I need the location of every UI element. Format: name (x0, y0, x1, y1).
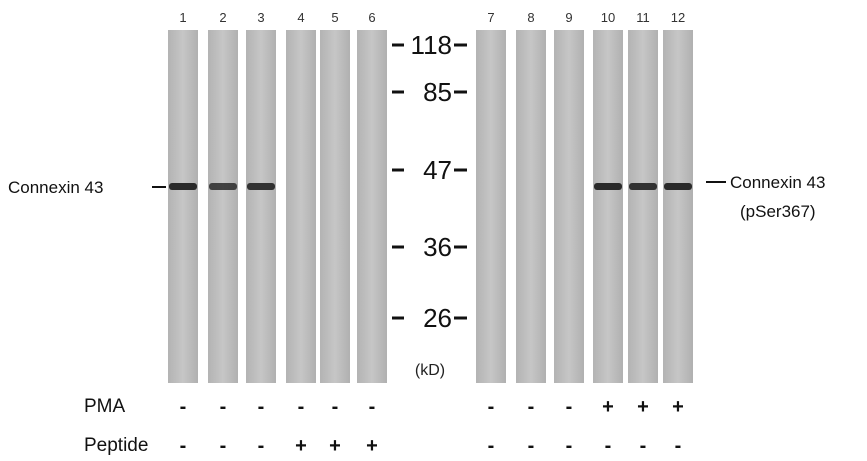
lane-4 (286, 30, 316, 383)
lane-12 (663, 30, 693, 383)
band-lane-2 (209, 183, 237, 190)
peptide-sign-lane-4: + (295, 435, 307, 457)
mw-markers: 118 85 47 36 26 (392, 30, 467, 333)
peptide-sign-lane-6: + (366, 435, 378, 457)
pma-sign-lane-1: - (180, 396, 187, 418)
lane-3 (246, 30, 276, 383)
pma-sign-lane-3: - (258, 396, 265, 418)
band-lane-11 (629, 183, 657, 190)
peptide-sign-lane-8: - (528, 435, 535, 457)
lane-number-5: 5 (331, 10, 338, 25)
lane-number-9: 9 (565, 10, 572, 25)
peptide-row-label: Peptide (84, 435, 148, 456)
blot-lanes (168, 30, 693, 383)
peptide-sign-lane-10: - (605, 435, 612, 457)
lane-11 (628, 30, 658, 383)
band-lane-10 (594, 183, 622, 190)
pma-sign-lane-7: - (488, 396, 495, 418)
lane-number-7: 7 (487, 10, 494, 25)
peptide-sign-lane-7: - (488, 435, 495, 457)
kd-unit-label: (kD) (415, 362, 445, 379)
lane-8 (516, 30, 546, 383)
lane-number-6: 6 (368, 10, 375, 25)
marker-label-36: 36 (423, 232, 452, 262)
lane-number-10: 10 (601, 10, 615, 25)
pma-sign-lane-12: + (672, 396, 684, 418)
right-band-sublabel: (pSer367) (740, 202, 816, 221)
lane-9 (554, 30, 584, 383)
lane-numbers: 1 2 3 4 5 6 7 8 9 10 11 12 (179, 10, 685, 25)
pma-sign-lane-9: - (566, 396, 573, 418)
lane-number-12: 12 (671, 10, 685, 25)
lane-number-11: 11 (636, 10, 650, 25)
pma-sign-lane-4: - (298, 396, 305, 418)
lane-number-3: 3 (257, 10, 264, 25)
pma-sign-lane-6: - (369, 396, 376, 418)
pma-signs: - - - - - - - - - + + + (180, 396, 684, 418)
lane-1 (168, 30, 198, 383)
left-band-label: Connexin 43 (8, 178, 103, 197)
peptide-sign-lane-2: - (220, 435, 227, 457)
peptide-sign-lane-11: - (640, 435, 647, 457)
pma-sign-lane-11: + (637, 396, 649, 418)
band-lane-1 (169, 183, 197, 190)
pma-sign-lane-10: + (602, 396, 614, 418)
lane-5 (320, 30, 350, 383)
lane-number-4: 4 (297, 10, 304, 25)
pma-sign-lane-2: - (220, 396, 227, 418)
lane-2 (208, 30, 238, 383)
marker-label-47: 47 (423, 155, 452, 185)
marker-label-118: 118 (411, 30, 452, 60)
marker-label-85: 85 (423, 77, 452, 107)
peptide-sign-lane-9: - (566, 435, 573, 457)
lane-number-1: 1 (179, 10, 186, 25)
pma-row-label: PMA (84, 396, 126, 417)
marker-label-26: 26 (423, 303, 452, 333)
pma-sign-lane-8: - (528, 396, 535, 418)
pma-sign-lane-5: - (332, 396, 339, 418)
right-band-label: Connexin 43 (730, 173, 825, 192)
peptide-sign-lane-5: + (329, 435, 341, 457)
peptide-signs: - - - + + + - - - - - - (180, 435, 682, 457)
lane-10 (593, 30, 623, 383)
lane-7 (476, 30, 506, 383)
lane-6 (357, 30, 387, 383)
lane-number-8: 8 (527, 10, 534, 25)
band-lane-3 (247, 183, 275, 190)
peptide-sign-lane-3: - (258, 435, 265, 457)
lane-number-2: 2 (219, 10, 226, 25)
peptide-sign-lane-1: - (180, 435, 187, 457)
band-lane-12 (664, 183, 692, 190)
peptide-sign-lane-12: - (675, 435, 682, 457)
